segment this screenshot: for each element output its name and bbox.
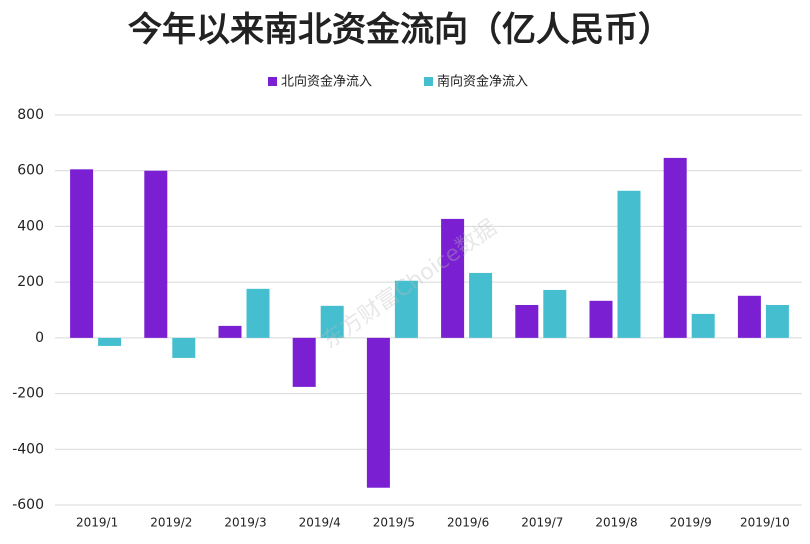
bar (218, 325, 242, 338)
bar (663, 157, 687, 338)
bar (246, 288, 270, 338)
y-tick-label: 0 (35, 330, 44, 346)
bar (172, 337, 196, 358)
bar (70, 169, 94, 338)
x-tick-label: 2019/2 (150, 516, 192, 530)
y-tick-label: -200 (12, 386, 44, 402)
bar (292, 337, 316, 387)
chart-title: 今年以来南北资金流向（亿人民币） (128, 10, 672, 50)
x-tick-label: 2019/5 (373, 516, 415, 530)
legend-swatch (424, 77, 433, 86)
bar (320, 305, 344, 338)
x-tick-label: 2019/10 (740, 516, 790, 530)
x-tick-label: 2019/7 (521, 516, 563, 530)
y-tick-label: 800 (17, 107, 44, 123)
bar (366, 337, 390, 488)
bar (469, 272, 493, 338)
y-tick-label: 600 (17, 163, 44, 179)
x-tick-label: 2019/4 (299, 516, 341, 530)
y-tick-label: 200 (17, 274, 44, 290)
x-tick-label: 2019/9 (670, 516, 712, 530)
y-tick-label: 400 (17, 218, 44, 234)
y-tick-label: -600 (12, 497, 44, 513)
bar (589, 300, 613, 338)
legend-swatch (268, 77, 277, 86)
bar (98, 337, 122, 346)
bar (543, 289, 567, 338)
bar (737, 295, 761, 338)
bar (691, 313, 715, 338)
legend-label: 南向资金净流入 (437, 74, 528, 90)
bar (394, 280, 418, 338)
bar (144, 170, 168, 338)
bar (617, 190, 641, 338)
legend-label: 北向资金净流入 (281, 74, 372, 90)
y-tick-label: -400 (12, 441, 44, 457)
x-tick-label: 2019/3 (224, 516, 266, 530)
bar (765, 304, 789, 338)
x-tick-label: 2019/8 (595, 516, 637, 530)
bar (441, 218, 465, 338)
x-tick-label: 2019/6 (447, 516, 489, 530)
bar (515, 304, 539, 338)
x-tick-label: 2019/1 (76, 516, 118, 530)
